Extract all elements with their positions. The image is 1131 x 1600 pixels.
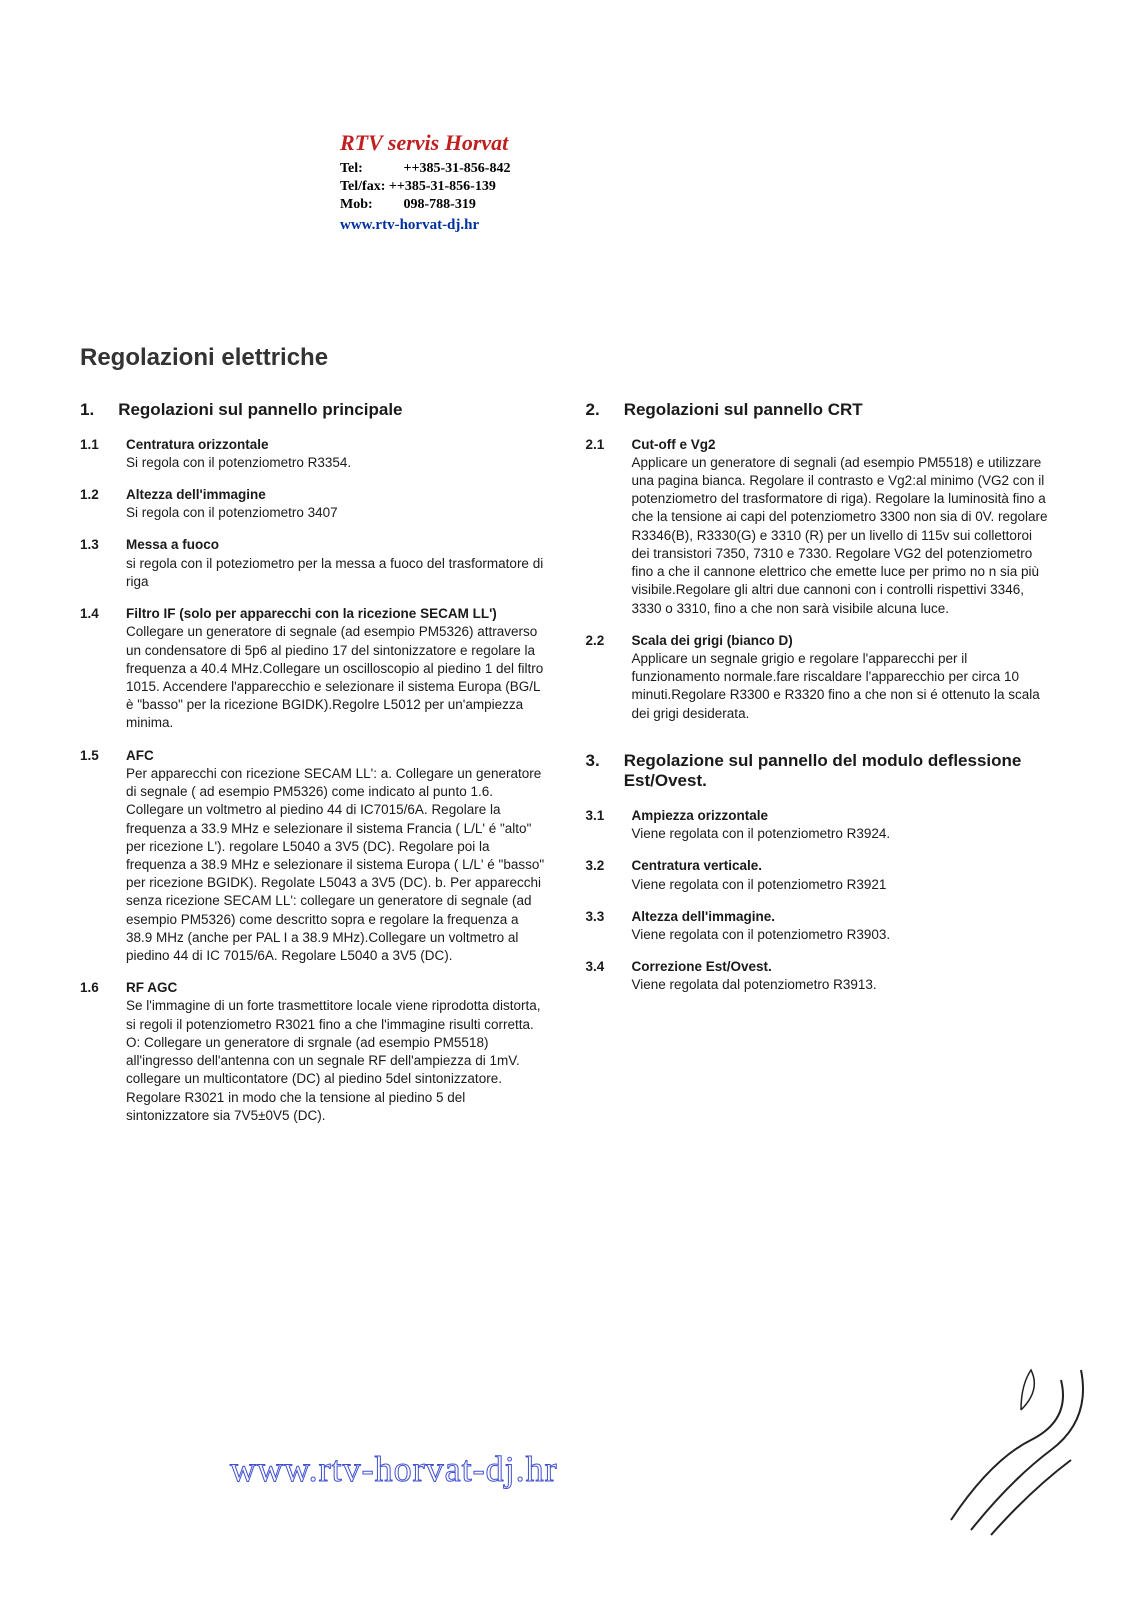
section-2-head: 2. Regolazioni sul pannello CRT — [586, 400, 1052, 420]
section-3-head: 3. Regolazione sul pannello del modulo d… — [586, 751, 1052, 791]
item-title: RF AGC — [126, 980, 177, 995]
item-title: Altezza dell'immagine. — [632, 909, 776, 924]
item-num: 1.1 — [80, 436, 108, 472]
item-text: Si regola con il potenziometro 3407 — [126, 505, 338, 520]
item-body: Cut-off e Vg2 Applicare un generatore di… — [632, 436, 1052, 618]
right-column: 2. Regolazioni sul pannello CRT 2.1 Cut-… — [586, 400, 1052, 1139]
item-num: 1.6 — [80, 979, 108, 1125]
item-body: Ampiezza orizzontale Viene regolata con … — [632, 807, 1052, 843]
section-1-title: Regolazioni sul pannello principale — [118, 400, 402, 420]
item-title: Messa a fuoco — [126, 537, 219, 552]
item-text: Viene regolata con il potenziometro R390… — [632, 927, 891, 942]
section-2-title: Regolazioni sul pannello CRT — [624, 400, 863, 420]
item-title: Correzione Est/Ovest. — [632, 959, 772, 974]
item-text: Se l'immagine di un forte trasmettitore … — [126, 998, 541, 1122]
section-1-head: 1. Regolazioni sul pannello principale — [80, 400, 546, 420]
item-body: Filtro IF (solo per apparecchi con la ri… — [126, 605, 546, 733]
item-text: Collegare un generatore di segnale (ad e… — [126, 624, 543, 730]
item-text: Si regola con il potenziometro R3354. — [126, 455, 351, 470]
item-title: Filtro IF (solo per apparecchi con la ri… — [126, 606, 497, 621]
item-3-2: 3.2 Centratura verticale. Viene regolata… — [586, 857, 1052, 893]
item-2-2: 2.2 Scala dei grigi (bianco D) Applicare… — [586, 632, 1052, 723]
item-body: Centratura orizzontale Si regola con il … — [126, 436, 546, 472]
item-num: 3.3 — [586, 908, 614, 944]
mob-line: Mob: 098-788-319 — [340, 196, 1051, 214]
telfax-value: ++385-31-856-139 — [389, 179, 496, 194]
item-num: 3.4 — [586, 958, 614, 994]
item-1-5: 1.5 AFC Per apparecchi con ricezione SEC… — [80, 747, 546, 966]
item-1-6: 1.6 RF AGC Se l'immagine di un forte tra… — [80, 979, 546, 1125]
section-1-num: 1. — [80, 400, 94, 420]
item-num: 1.2 — [80, 486, 108, 522]
mob-value: 098-788-319 — [404, 197, 476, 212]
item-num: 2.1 — [586, 436, 614, 618]
item-num: 1.4 — [80, 605, 108, 733]
main-title: Regolazioni elettriche — [80, 344, 1051, 372]
company-name: RTV servis Horvat — [340, 130, 1051, 156]
item-num: 2.2 — [586, 632, 614, 723]
item-1-2: 1.2 Altezza dell'immagine Si regola con … — [80, 486, 546, 522]
item-text: Applicare un segnale grigio e regolare l… — [632, 651, 1040, 721]
item-title: Centratura orizzontale — [126, 437, 269, 452]
tel-value: ++385-31-856-842 — [404, 161, 511, 176]
item-3-1: 3.1 Ampiezza orizzontale Viene regolata … — [586, 807, 1052, 843]
section-3-title: Regolazione sul pannello del modulo defl… — [624, 751, 1051, 791]
item-body: Correzione Est/Ovest. Viene regolata dal… — [632, 958, 1052, 994]
mob-label: Mob: — [340, 196, 400, 214]
item-2-1: 2.1 Cut-off e Vg2 Applicare un generator… — [586, 436, 1052, 618]
item-num: 1.5 — [80, 747, 108, 966]
item-body: Altezza dell'immagine Si regola con il p… — [126, 486, 546, 522]
tel-line: Tel: ++385-31-856-842 — [340, 160, 1051, 178]
item-3-4: 3.4 Correzione Est/Ovest. Viene regolata… — [586, 958, 1052, 994]
item-text: Applicare un generatore di segnali (ad e… — [632, 455, 1048, 616]
item-body: Altezza dell'immagine. Viene regolata co… — [632, 908, 1052, 944]
item-num: 3.1 — [586, 807, 614, 843]
header-block: RTV servis Horvat Tel: ++385-31-856-842 … — [340, 130, 1051, 234]
tel-label: Tel: — [340, 160, 400, 178]
telfax-label: Tel/fax: — [340, 179, 385, 194]
item-body: AFC Per apparecchi con ricezione SECAM L… — [126, 747, 546, 966]
item-text: Viene regolata dal potenziometro R3913. — [632, 977, 877, 992]
item-body: RF AGC Se l'immagine di un forte trasmet… — [126, 979, 546, 1125]
section-2-num: 2. — [586, 400, 600, 420]
item-title: Scala dei grigi (bianco D) — [632, 633, 793, 648]
document-page: RTV servis Horvat Tel: ++385-31-856-842 … — [0, 0, 1131, 1199]
item-text: si regola con il poteziometro per la mes… — [126, 556, 543, 589]
item-3-3: 3.3 Altezza dell'immagine. Viene regolat… — [586, 908, 1052, 944]
item-text: Viene regolata con il potenziometro R392… — [632, 877, 887, 892]
columns: 1. Regolazioni sul pannello principale 1… — [80, 400, 1051, 1139]
telfax-line: Tel/fax: ++385-31-856-139 — [340, 178, 1051, 196]
header-website: www.rtv-horvat-dj.hr — [340, 217, 1051, 234]
item-1-4: 1.4 Filtro IF (solo per apparecchi con l… — [80, 605, 546, 733]
section-3-num: 3. — [586, 751, 600, 771]
handwritten-scribble-icon — [931, 1340, 1111, 1540]
item-text: Viene regolata con il potenziometro R392… — [632, 826, 891, 841]
watermark-url: www.rtv-horvat-dj.hr — [230, 1448, 558, 1490]
item-num: 3.2 — [586, 857, 614, 893]
item-1-1: 1.1 Centratura orizzontale Si regola con… — [80, 436, 546, 472]
item-title: Centratura verticale. — [632, 858, 763, 873]
item-num: 1.3 — [80, 536, 108, 591]
item-body: Scala dei grigi (bianco D) Applicare un … — [632, 632, 1052, 723]
item-title: Altezza dell'immagine — [126, 487, 266, 502]
item-title: Cut-off e Vg2 — [632, 437, 716, 452]
item-1-3: 1.3 Messa a fuoco si regola con il potez… — [80, 536, 546, 591]
item-text: Per apparecchi con ricezione SECAM LL': … — [126, 766, 544, 963]
item-body: Centratura verticale. Viene regolata con… — [632, 857, 1052, 893]
item-title: Ampiezza orizzontale — [632, 808, 769, 823]
item-title: AFC — [126, 748, 154, 763]
left-column: 1. Regolazioni sul pannello principale 1… — [80, 400, 546, 1139]
item-body: Messa a fuoco si regola con il poteziome… — [126, 536, 546, 591]
